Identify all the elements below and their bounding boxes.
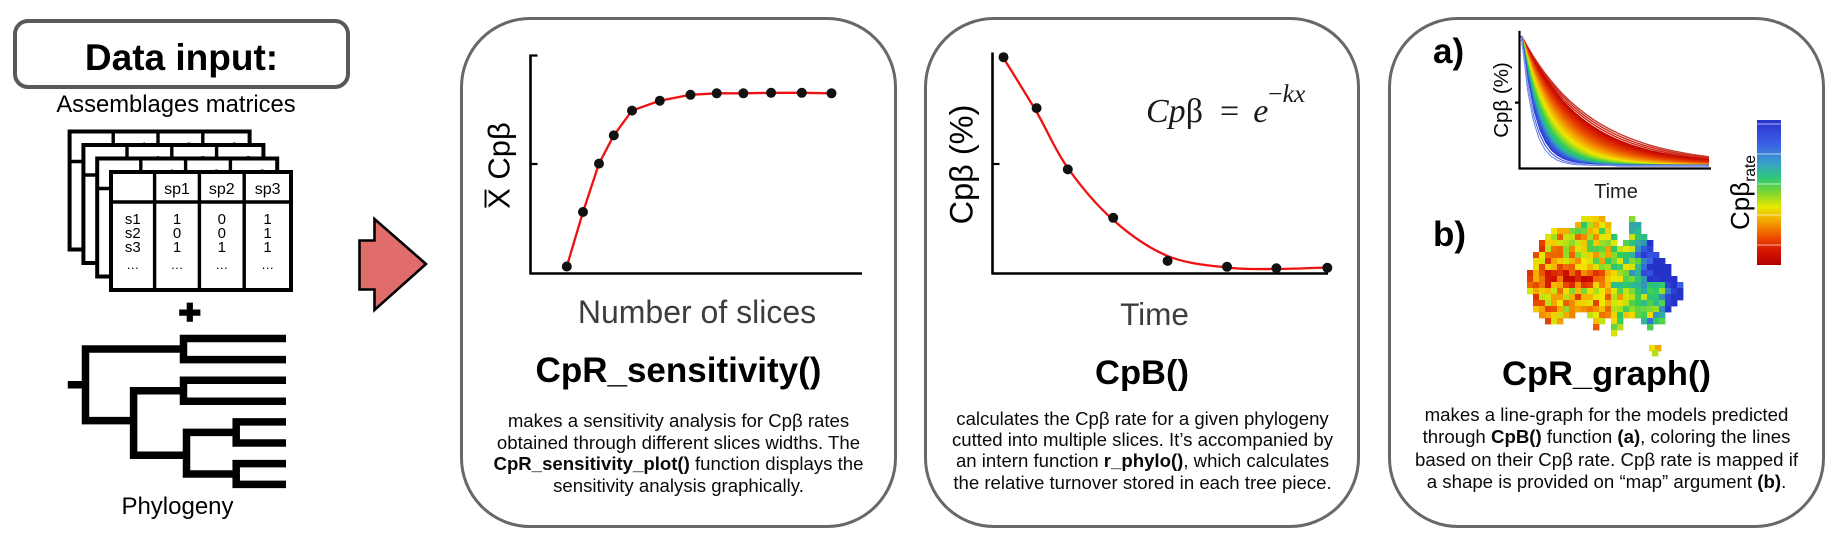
svg-text:1: 1 xyxy=(263,239,271,256)
svg-text:s3: s3 xyxy=(125,239,141,256)
svg-text:sp1: sp1 xyxy=(164,181,190,198)
svg-text:…: … xyxy=(126,257,139,272)
svg-text:sp3: sp3 xyxy=(255,181,281,198)
svg-text:…: … xyxy=(215,257,228,272)
svg-text:1: 1 xyxy=(263,211,271,228)
svg-text:0: 0 xyxy=(218,211,226,228)
svg-text:1: 1 xyxy=(173,239,181,256)
svg-text:1: 1 xyxy=(263,225,271,242)
svg-text:s2: s2 xyxy=(125,225,141,242)
svg-text:1: 1 xyxy=(218,239,226,256)
svg-text:sp2: sp2 xyxy=(209,181,235,198)
svg-text:1: 1 xyxy=(173,211,181,228)
svg-text:…: … xyxy=(261,257,274,272)
svg-text:0: 0 xyxy=(173,225,181,242)
svg-text:s1: s1 xyxy=(125,211,141,228)
svg-text:0: 0 xyxy=(218,225,226,242)
svg-text:…: … xyxy=(171,257,184,272)
